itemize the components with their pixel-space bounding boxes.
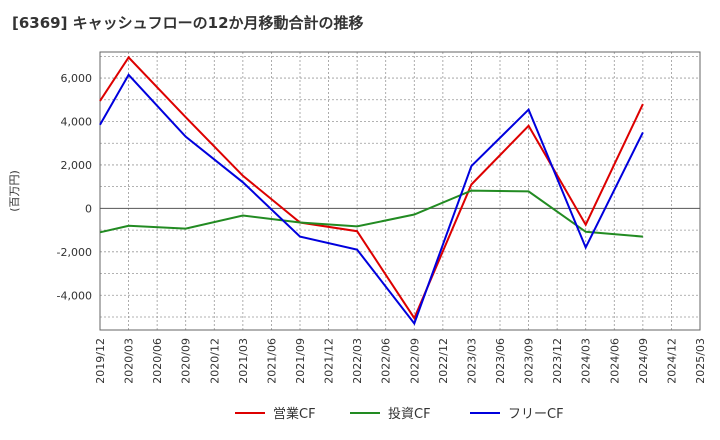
x-tick-label: 2019/12 (94, 338, 107, 384)
series-line-1 (99, 189, 643, 238)
x-tick-label: 2021/12 (323, 338, 336, 384)
x-tick-label: 2021/09 (294, 338, 307, 384)
x-tick-label: 2024/06 (608, 338, 621, 384)
x-tick-label: 2022/12 (437, 338, 450, 384)
x-tick-label: 2021/06 (265, 338, 278, 384)
x-tick-label: 2020/12 (208, 338, 221, 384)
y-tick-label: -2,000 (57, 246, 92, 259)
y-axis-label: (百万円) (8, 170, 21, 212)
x-tick-label: 2022/06 (380, 338, 393, 384)
series-group (99, 55, 644, 326)
y-tick-label: 2,000 (61, 159, 93, 172)
x-tick-label: 2023/12 (551, 338, 564, 384)
plot-background (100, 52, 700, 330)
x-tick-label: 2025/03 (694, 338, 707, 384)
x-tick-label: 2020/03 (123, 338, 136, 384)
x-tick-label: 2024/12 (665, 338, 678, 384)
x-tick-label: 2023/06 (494, 338, 507, 384)
x-tick-label: 2023/03 (465, 338, 478, 384)
series-line-2 (99, 73, 644, 326)
x-tick-label: 2022/09 (408, 338, 421, 384)
plot-frame (99, 51, 701, 331)
series-line-0 (99, 55, 644, 321)
y-tick-label: 0 (85, 202, 92, 215)
x-tick-label: 2023/09 (523, 338, 536, 384)
legend-label: フリーCF (508, 407, 564, 422)
legend-label: 投資CF (388, 406, 431, 422)
x-tick-label: 2021/03 (237, 338, 250, 384)
y-tick-label: -4,000 (57, 289, 92, 302)
legend: 営業CF 投資CF フリーCF (235, 406, 564, 422)
y-tick-labels: 6,000 4,000 2,000 0 -2,000 -4,000 (57, 72, 92, 302)
x-tick-label: 2024/09 (637, 338, 650, 384)
y-tick-label: 6,000 (61, 72, 93, 85)
legend-label: 営業CF (273, 406, 316, 422)
x-tick-label: 2024/03 (580, 338, 593, 384)
x-tick-label: 2022/03 (351, 338, 364, 384)
chart-title: [6369] キャッシュフローの12か月移動合計の推移 (12, 14, 364, 32)
x-tick-labels: 2019/12 2020/03 2020/06 2020/09 2020/12 2021/… (94, 338, 707, 384)
grid (100, 52, 700, 330)
x-tick-label: 2020/06 (151, 338, 164, 384)
y-tick-label: 4,000 (61, 116, 93, 129)
x-tick-label: 2020/09 (180, 338, 193, 384)
